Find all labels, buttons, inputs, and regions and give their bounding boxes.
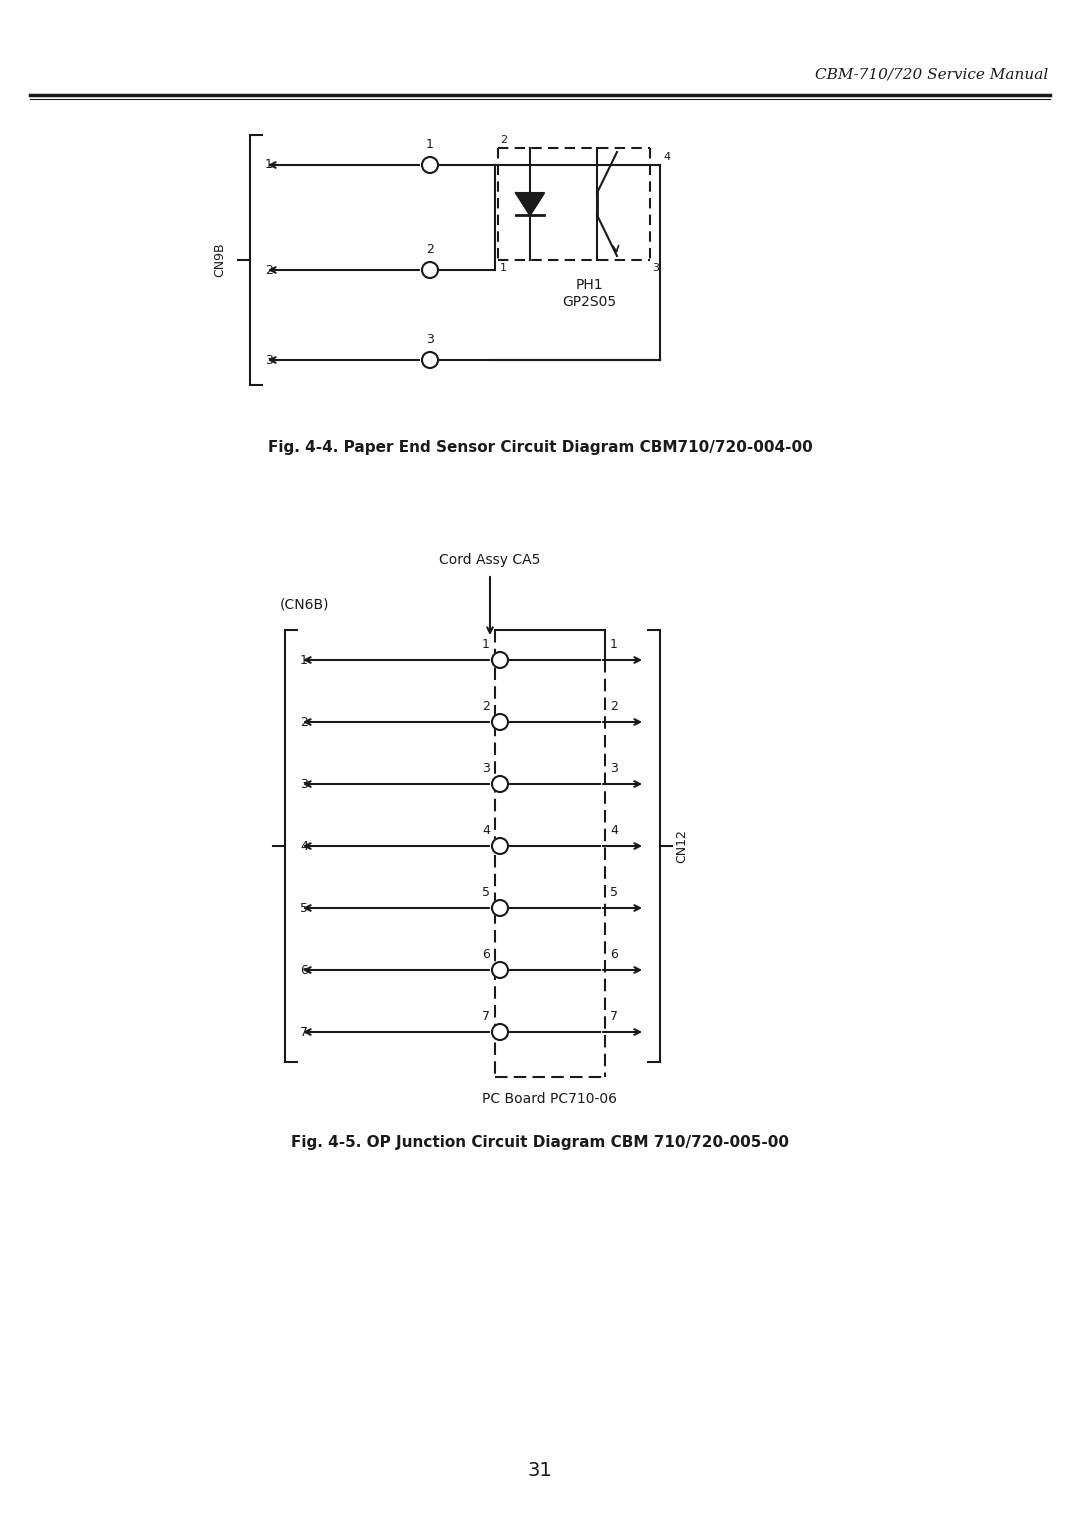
Circle shape: [492, 776, 508, 792]
Circle shape: [492, 652, 508, 668]
Text: CN9B: CN9B: [214, 243, 227, 277]
Text: 1: 1: [610, 639, 618, 651]
Text: PH1: PH1: [576, 278, 603, 292]
Circle shape: [422, 351, 438, 368]
Text: 5: 5: [300, 902, 308, 914]
Polygon shape: [516, 193, 544, 215]
Text: 1: 1: [427, 138, 434, 151]
Text: GP2S05: GP2S05: [562, 295, 616, 309]
Text: 6: 6: [610, 947, 618, 961]
Text: 4: 4: [482, 824, 490, 837]
Text: 1: 1: [265, 159, 273, 171]
Text: 7: 7: [300, 1025, 308, 1039]
Text: CBM-710/720 Service Manual: CBM-710/720 Service Manual: [814, 69, 1048, 83]
Text: 6: 6: [300, 964, 308, 976]
Text: Fig. 4-5. OP Junction Circuit Diagram CBM 710/720-005-00: Fig. 4-5. OP Junction Circuit Diagram CB…: [291, 1135, 789, 1151]
Text: 31: 31: [528, 1461, 552, 1479]
Text: PC Board PC710-06: PC Board PC710-06: [483, 1093, 618, 1106]
Text: 4: 4: [610, 824, 618, 837]
Text: 7: 7: [610, 1010, 618, 1024]
Text: 2: 2: [265, 263, 273, 277]
Text: 5: 5: [482, 886, 490, 898]
Text: 3: 3: [427, 333, 434, 345]
Text: 6: 6: [482, 947, 490, 961]
Text: Fig. 4-4. Paper End Sensor Circuit Diagram CBM710/720-004-00: Fig. 4-4. Paper End Sensor Circuit Diagr…: [268, 440, 812, 455]
Circle shape: [492, 900, 508, 915]
Text: 4: 4: [300, 839, 308, 853]
Text: 1: 1: [500, 263, 507, 274]
Text: 4: 4: [663, 151, 670, 162]
Text: 7: 7: [482, 1010, 490, 1024]
Text: (CN6B): (CN6B): [280, 597, 329, 613]
Circle shape: [422, 157, 438, 173]
Text: 3: 3: [482, 762, 490, 775]
Text: 2: 2: [500, 134, 508, 145]
Text: Cord Assy CA5: Cord Assy CA5: [440, 553, 541, 567]
Text: 2: 2: [610, 700, 618, 714]
Text: 3: 3: [652, 263, 659, 274]
Text: 5: 5: [610, 886, 618, 898]
Text: 3: 3: [300, 778, 308, 790]
Circle shape: [492, 1024, 508, 1041]
Text: 3: 3: [265, 353, 273, 367]
Text: 1: 1: [482, 639, 490, 651]
Text: 2: 2: [300, 715, 308, 729]
Text: CN12: CN12: [675, 830, 689, 863]
Circle shape: [492, 837, 508, 854]
Text: 3: 3: [610, 762, 618, 775]
Text: 2: 2: [482, 700, 490, 714]
Circle shape: [422, 261, 438, 278]
Circle shape: [492, 714, 508, 730]
Circle shape: [492, 963, 508, 978]
Text: 1: 1: [300, 654, 308, 666]
Text: 2: 2: [427, 243, 434, 257]
